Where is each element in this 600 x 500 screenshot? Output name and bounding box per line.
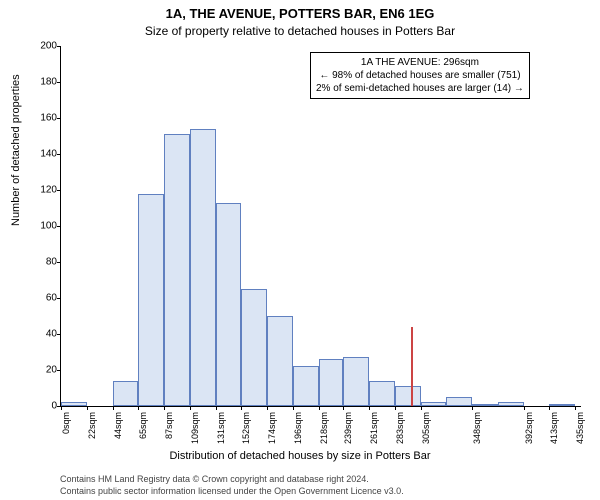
x-tick-label: 44sqm [113, 412, 123, 452]
y-tick-label: 40 [46, 329, 57, 340]
x-tick-label: 152sqm [241, 412, 251, 452]
annotation-box: 1A THE AVENUE: 296sqm ← 98% of detached … [310, 52, 530, 99]
y-tick-mark [57, 190, 61, 191]
histogram-bar [138, 194, 164, 406]
x-tick-mark [61, 406, 62, 410]
x-tick-mark [267, 406, 268, 410]
y-tick-mark [57, 262, 61, 263]
y-tick-label: 200 [40, 41, 57, 52]
y-tick-label: 180 [40, 77, 57, 88]
histogram-bar [190, 129, 216, 406]
plot-area: 0204060801001201401601802000sqm22sqm44sq… [60, 46, 581, 407]
x-axis-label: Distribution of detached houses by size … [0, 450, 600, 462]
histogram-bar [498, 402, 524, 406]
histogram-bar [164, 134, 190, 406]
y-tick-label: 20 [46, 365, 57, 376]
histogram-bar [319, 359, 344, 406]
y-tick-mark [57, 46, 61, 47]
x-tick-mark [395, 406, 396, 410]
x-tick-mark [549, 406, 550, 410]
x-tick-label: 348sqm [472, 412, 482, 452]
histogram-bar [369, 381, 395, 406]
x-tick-mark [575, 406, 576, 410]
x-tick-label: 174sqm [267, 412, 277, 452]
x-tick-label: 305sqm [421, 412, 431, 452]
histogram-bar [241, 289, 267, 406]
x-tick-mark [216, 406, 217, 410]
x-tick-label: 196sqm [293, 412, 303, 452]
annotation-line-3: 2% of semi-detached houses are larger (1… [316, 82, 524, 95]
histogram-bar [216, 203, 241, 406]
x-tick-label: 0sqm [61, 412, 71, 452]
histogram-bar [446, 397, 472, 406]
x-tick-label: 435sqm [575, 412, 585, 452]
annotation-line-1: 1A THE AVENUE: 296sqm [316, 56, 524, 69]
x-tick-mark [87, 406, 88, 410]
x-tick-mark [190, 406, 191, 410]
histogram-bar [395, 386, 421, 406]
y-tick-mark [57, 118, 61, 119]
x-tick-label: 65sqm [138, 412, 148, 452]
histogram-bar [343, 357, 369, 406]
y-tick-mark [57, 154, 61, 155]
y-tick-mark [57, 82, 61, 83]
x-tick-mark [319, 406, 320, 410]
chart-title-sub: Size of property relative to detached ho… [0, 24, 600, 38]
x-tick-label: 87sqm [164, 412, 174, 452]
chart-container: 1A, THE AVENUE, POTTERS BAR, EN6 1EG Siz… [0, 0, 600, 500]
chart-title-main: 1A, THE AVENUE, POTTERS BAR, EN6 1EG [0, 6, 600, 21]
y-tick-label: 160 [40, 113, 57, 124]
x-tick-mark [421, 406, 422, 410]
x-tick-label: 218sqm [319, 412, 329, 452]
y-tick-mark [57, 226, 61, 227]
y-tick-label: 100 [40, 221, 57, 232]
histogram-bar [61, 402, 87, 406]
x-tick-label: 239sqm [343, 412, 353, 452]
x-tick-label: 131sqm [216, 412, 226, 452]
histogram-bar [293, 366, 319, 406]
y-tick-label: 140 [40, 149, 57, 160]
x-tick-mark [524, 406, 525, 410]
footer-line-2: Contains public sector information licen… [60, 486, 404, 496]
y-tick-mark [57, 370, 61, 371]
x-tick-mark [241, 406, 242, 410]
x-tick-label: 22sqm [87, 412, 97, 452]
histogram-bar [549, 404, 575, 406]
y-tick-label: 80 [46, 257, 57, 268]
x-tick-mark [472, 406, 473, 410]
x-tick-mark [343, 406, 344, 410]
y-tick-label: 120 [40, 185, 57, 196]
histogram-bar [421, 402, 446, 406]
x-tick-mark [293, 406, 294, 410]
x-tick-mark [164, 406, 165, 410]
x-tick-label: 109sqm [190, 412, 200, 452]
x-tick-label: 392sqm [524, 412, 534, 452]
x-tick-label: 283sqm [395, 412, 405, 452]
histogram-bar [113, 381, 138, 406]
y-tick-label: 60 [46, 293, 57, 304]
y-tick-mark [57, 334, 61, 335]
annotation-line-2: ← 98% of detached houses are smaller (75… [316, 69, 524, 82]
histogram-bar [267, 316, 293, 406]
x-tick-mark [113, 406, 114, 410]
footer-line-1: Contains HM Land Registry data © Crown c… [60, 474, 369, 484]
x-tick-mark [369, 406, 370, 410]
y-axis-label: Number of detached properties [10, 74, 22, 226]
histogram-bar [472, 404, 498, 406]
x-tick-mark [138, 406, 139, 410]
x-tick-label: 261sqm [369, 412, 379, 452]
marker-line [411, 327, 413, 406]
x-tick-label: 413sqm [549, 412, 559, 452]
y-tick-mark [57, 298, 61, 299]
